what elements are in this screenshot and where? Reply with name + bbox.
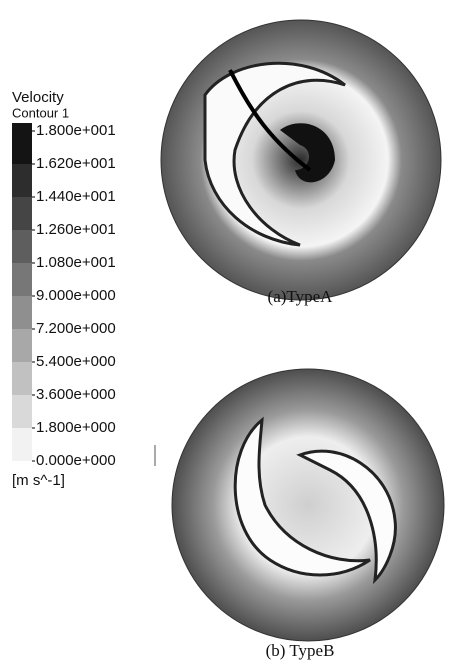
colorbar-band	[12, 197, 32, 230]
figure: (a)TypeA (b) TypeB Velocity Contour 1 1.…	[0, 0, 457, 666]
tick-label: 0.000e+000	[36, 452, 116, 469]
tick-label: 7.200e+000	[36, 320, 116, 337]
colorbar-band	[12, 362, 32, 395]
caption: (b) TypeB	[266, 641, 335, 660]
colorbar: 1.800e+001 1.620e+001 1.440e+001 1.260e+001…	[12, 122, 155, 469]
contour-plot-a	[161, 20, 441, 300]
tick-label: 1.800e+000	[36, 419, 116, 436]
colorbar-band	[12, 230, 32, 263]
tick-label: 1.260e+001	[36, 221, 116, 238]
tick-label: 1.440e+001	[36, 188, 116, 205]
legend-subtitle: Contour 1	[12, 105, 69, 120]
legend-title: Velocity	[12, 89, 64, 106]
tick-label: 5.400e+000	[36, 353, 116, 370]
colorbar-band	[12, 123, 32, 164]
tick-label: 1.800e+001	[36, 122, 116, 139]
figure-page: (a)TypeA (b) TypeB Velocity Contour 1 1.…	[0, 0, 457, 666]
tick-label: 1.080e+001	[36, 254, 116, 271]
colorbar-band	[12, 395, 32, 428]
contour-plot-b	[172, 369, 444, 641]
colorbar-band	[12, 296, 32, 329]
colorbar-band	[12, 263, 32, 296]
colorbar-band	[12, 329, 32, 362]
tick-label: 1.620e+001	[36, 155, 116, 172]
tick-label: 9.000e+000	[36, 287, 116, 304]
caption: (a)TypeA	[268, 287, 334, 306]
tick-label: 3.600e+000	[36, 386, 116, 403]
legend-unit: [m s^-1]	[12, 472, 65, 489]
colorbar-band	[12, 428, 32, 461]
colorbar-band	[12, 164, 32, 197]
